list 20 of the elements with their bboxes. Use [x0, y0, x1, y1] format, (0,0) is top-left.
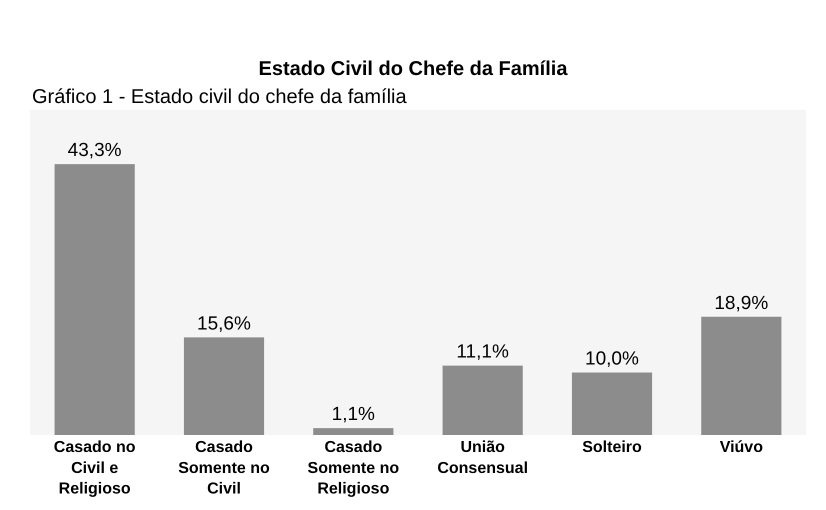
x-tick-label: Casado Somente no Religioso: [308, 439, 400, 498]
bar: [313, 428, 394, 435]
bar: [701, 316, 782, 435]
data-label: 11,1%: [456, 342, 509, 363]
data-label: 10,0%: [585, 348, 639, 370]
chart-title: Estado Civil do Chefe da Família: [258, 58, 568, 80]
data-label: 15,6%: [197, 313, 251, 334]
x-tick-label: União Consensual: [437, 439, 528, 477]
data-label: 18,9%: [714, 292, 768, 314]
bar: [54, 164, 135, 435]
x-tick-label: Solteiro: [582, 439, 642, 456]
x-tick-label: Viúvo: [720, 439, 764, 456]
data-label: 1,1%: [332, 404, 376, 426]
text: Gráfico 1 - Estado civil do chefe da família: [32, 86, 408, 108]
x-tick-label: Casado no Civil e Religioso: [54, 439, 136, 498]
bar: [442, 366, 523, 435]
bar: [184, 337, 264, 435]
data-label: 43,3%: [68, 140, 122, 162]
bar: [572, 372, 652, 435]
x-tick-label: Casado Somente no Civil: [178, 439, 270, 498]
